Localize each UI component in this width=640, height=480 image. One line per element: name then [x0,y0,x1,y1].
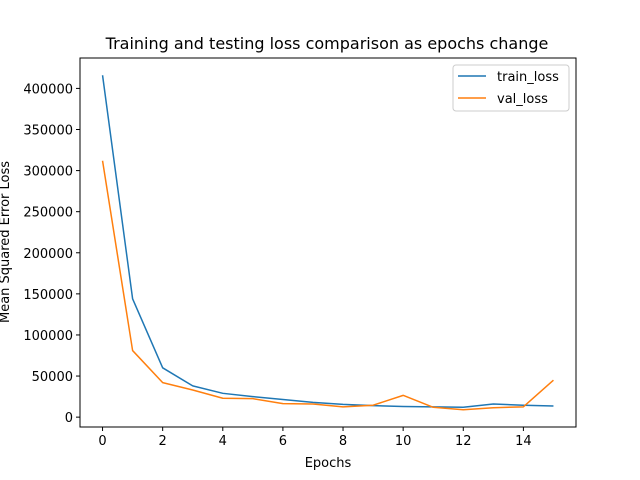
x-tick-label: 6 [279,434,287,449]
y-tick-label: 200000 [23,247,73,262]
x-tick-label: 4 [219,434,227,449]
y-tick-label: 0 [65,411,73,426]
x-tick-label: 12 [455,434,472,449]
y-tick-label: 350000 [23,123,73,138]
y-tick-label: 100000 [23,329,73,344]
y-tick-label: 150000 [23,288,73,303]
x-tick-label: 0 [98,434,106,449]
y-tick-label: 250000 [23,206,73,221]
x-axis: 0 2 4 6 8 10 12 14 [98,427,532,449]
y-axis: 0 50000 100000 150000 200000 250000 300000 3500… [23,82,80,426]
series-line-val-loss [101,160,554,411]
legend: train_loss val_loss [452,64,570,112]
series-line-train-loss [101,75,554,409]
x-tick-label: 8 [339,434,347,449]
y-tick-label: 400000 [23,82,73,97]
plot-area [79,57,577,428]
series-layer [101,75,554,411]
x-tick-label: 10 [395,434,412,449]
chart-title: Training and testing loss comparison as … [105,34,549,53]
x-axis-label: Epochs [305,456,352,471]
y-tick-label: 50000 [32,370,73,385]
x-tick-label: 2 [159,434,167,449]
legend-label-train-loss: train_loss [497,70,559,85]
legend-label-val-loss: val_loss [497,92,548,107]
y-tick-label: 300000 [23,165,73,180]
y-axis-label: Mean Squared Error Loss [0,161,13,323]
x-tick-label: 14 [515,434,532,449]
